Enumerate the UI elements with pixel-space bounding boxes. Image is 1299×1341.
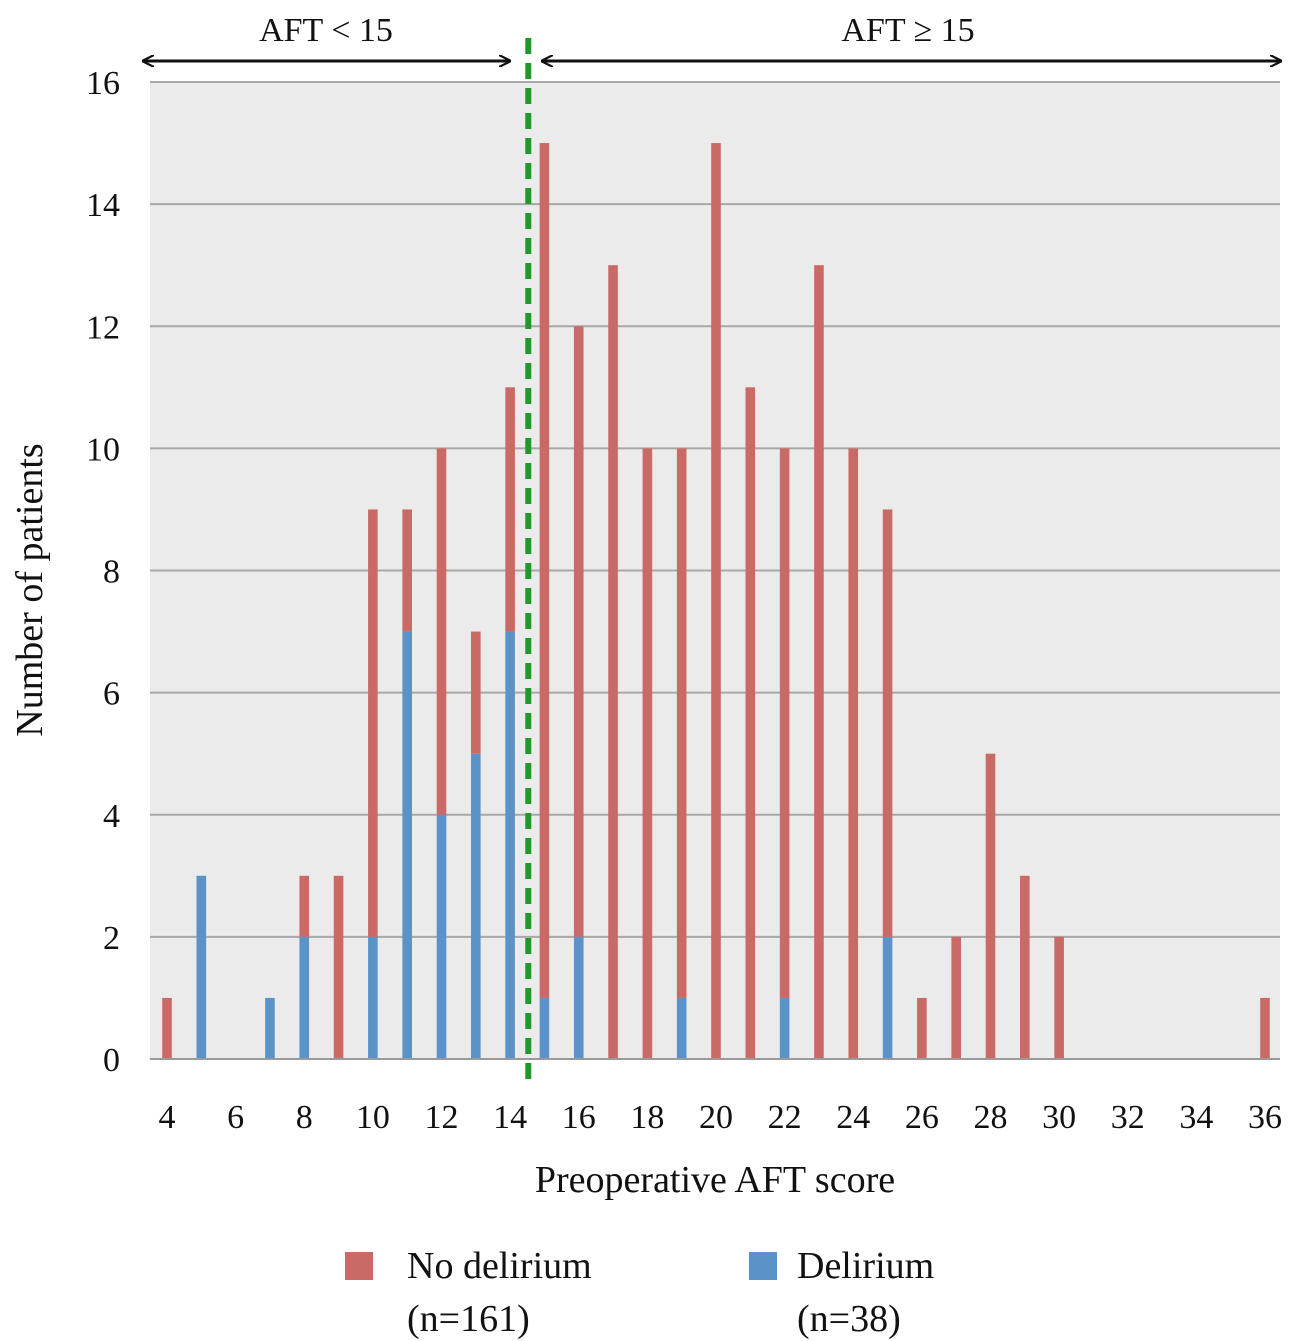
x-tick-label: 36 [1248, 1099, 1282, 1136]
bar-no-delirium-15 [539, 143, 550, 998]
y-tick-label: 4 [103, 798, 120, 835]
x-tick-label: 22 [768, 1099, 802, 1136]
bar-no-delirium-29 [1020, 875, 1030, 1059]
bar-no-delirium-20 [711, 143, 721, 1059]
y-tick-labels: 0 2 4 6 8 10 12 14 16 [86, 65, 120, 1079]
y-tick-label: 0 [103, 1042, 120, 1079]
bar-no-delirium-23 [814, 265, 824, 1059]
x-tick-label: 14 [493, 1099, 527, 1136]
bar-delirium-19 [676, 997, 687, 1059]
x-axis-title: Preoperative AFT score [535, 1159, 895, 1201]
bar-no-delirium-13 [471, 631, 481, 754]
bar-no-delirium-17 [608, 265, 618, 1059]
bar-no-delirium-19 [676, 448, 687, 998]
y-tick-label: 12 [86, 309, 120, 346]
bar-no-delirium-24 [848, 448, 859, 1059]
bar-delirium-10 [368, 936, 378, 1059]
bar-no-delirium-8 [299, 875, 310, 937]
legend-swatch-no-delirium [345, 1252, 373, 1280]
bar-no-delirium-4 [162, 997, 172, 1059]
bar-no-delirium-36 [1260, 997, 1270, 1059]
legend-item-delirium: Delirium (n=38) [749, 1245, 934, 1340]
y-tick-label: 8 [103, 554, 120, 591]
x-tick-label: 6 [227, 1099, 244, 1136]
legend-item-no-delirium: No delirium (n=161) [345, 1245, 592, 1340]
x-tick-label: 34 [1179, 1099, 1213, 1136]
bar-no-delirium-26 [917, 997, 927, 1059]
legend-count-no-delirium: (n=161) [407, 1298, 530, 1340]
bar-no-delirium-12 [436, 448, 447, 815]
y-tick-label: 14 [86, 187, 120, 224]
bar-delirium-12 [436, 814, 447, 1059]
x-tick-label: 20 [699, 1099, 733, 1136]
y-tick-label: 6 [103, 676, 120, 713]
x-tick-label: 28 [974, 1099, 1008, 1136]
x-tick-label: 30 [1042, 1099, 1076, 1136]
bar-no-delirium-27 [951, 936, 961, 1059]
region-label-below: AFT < 15 [259, 12, 393, 49]
bar-delirium-14 [505, 631, 515, 1059]
x-tick-label: 12 [425, 1099, 459, 1136]
bar-delirium-13 [471, 753, 481, 1059]
legend-count-delirium: (n=38) [797, 1298, 901, 1340]
x-tick-label: 10 [356, 1099, 390, 1136]
x-tick-label: 26 [905, 1099, 939, 1136]
bar-no-delirium-16 [573, 326, 584, 937]
bar-no-delirium-25 [882, 509, 893, 937]
y-axis-title: Number of patients [9, 443, 51, 736]
x-tick-label: 16 [562, 1099, 596, 1136]
bar-delirium-8 [299, 936, 310, 1059]
bar-no-delirium-22 [779, 448, 790, 998]
x-tick-label: 24 [836, 1099, 870, 1136]
bar-no-delirium-28 [985, 753, 996, 1059]
bar-delirium-7 [265, 997, 275, 1059]
x-tick-label: 18 [630, 1099, 664, 1136]
bars [162, 143, 1270, 1059]
y-tick-label: 2 [103, 920, 120, 957]
bar-delirium-25 [882, 936, 893, 1059]
bar-delirium-15 [539, 997, 550, 1059]
y-tick-label: 10 [86, 431, 120, 468]
bar-no-delirium-30 [1054, 936, 1064, 1059]
legend-swatch-delirium [749, 1252, 777, 1280]
bar-no-delirium-14 [505, 387, 515, 632]
x-tick-labels: 4 6 8 10 12 14 16 18 20 22 24 26 28 30 32 34 36 [159, 1099, 1283, 1136]
bar-no-delirium-18 [642, 448, 653, 1059]
x-tick-label: 4 [159, 1099, 176, 1136]
x-tick-label: 8 [296, 1099, 313, 1136]
legend-label-no-delirium: No delirium [407, 1245, 592, 1287]
y-tick-label: 16 [86, 65, 120, 102]
bar-delirium-11 [402, 631, 412, 1059]
legend-label-delirium: Delirium [797, 1245, 934, 1287]
bar-delirium-16 [573, 936, 584, 1059]
region-label-above: AFT ≥ 15 [841, 12, 974, 49]
legend: No delirium (n=161) Delirium (n=38) [345, 1245, 934, 1340]
bar-delirium-22 [779, 997, 790, 1059]
x-tick-label: 32 [1111, 1099, 1145, 1136]
bar-no-delirium-10 [368, 509, 378, 937]
bar-no-delirium-11 [402, 509, 412, 632]
bar-no-delirium-21 [745, 387, 756, 1059]
bar-no-delirium-9 [333, 875, 344, 1059]
bar-delirium-5 [196, 875, 207, 1059]
